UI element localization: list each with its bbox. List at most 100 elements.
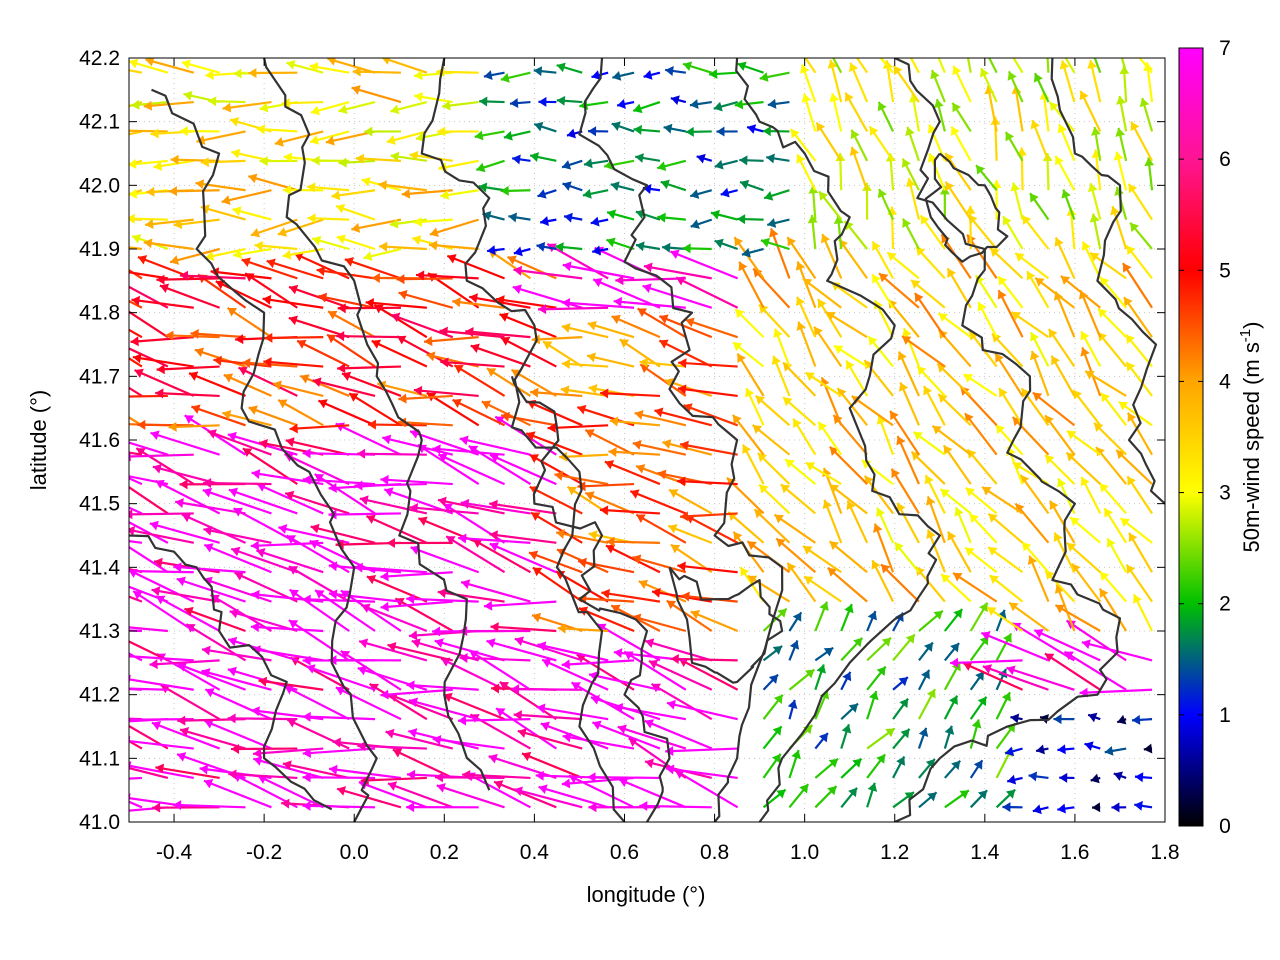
y-tick-label: 41.2 bbox=[79, 684, 120, 707]
wind-vector-head bbox=[665, 764, 675, 775]
wind-vector-shaft bbox=[618, 778, 687, 809]
wind-vector-shaft bbox=[132, 355, 194, 368]
wind-vector-shaft bbox=[489, 533, 557, 544]
wind-vector-head bbox=[710, 209, 720, 220]
wind-vector bbox=[310, 101, 350, 116]
wind-vector-shaft bbox=[635, 513, 687, 544]
wind-vector-head bbox=[643, 262, 653, 273]
wind-vector bbox=[1054, 155, 1076, 191]
wind-vector-head bbox=[537, 641, 547, 652]
wind-vector bbox=[381, 58, 428, 74]
wind-vector bbox=[951, 102, 972, 133]
wind-vector-head bbox=[555, 242, 564, 253]
wind-vector bbox=[299, 374, 350, 397]
wind-vector bbox=[909, 58, 920, 74]
wind-vector bbox=[135, 447, 195, 486]
wind-vector bbox=[828, 540, 868, 574]
wind-vector-head bbox=[414, 92, 424, 102]
wind-vector-head bbox=[902, 328, 912, 338]
wind-vector bbox=[940, 573, 972, 603]
wind-vector bbox=[285, 437, 350, 456]
wind-vector bbox=[977, 301, 998, 338]
wind-vector-head bbox=[250, 540, 260, 551]
wind-vector-head bbox=[1049, 101, 1059, 112]
wind-vector-shaft bbox=[129, 69, 143, 74]
wind-vector-head bbox=[336, 331, 345, 342]
wind-vector-shaft bbox=[437, 590, 505, 603]
wind-vector-head bbox=[227, 666, 237, 677]
wind-vector bbox=[380, 600, 453, 612]
wind-vector-head bbox=[1114, 38, 1124, 47]
wind-vector bbox=[137, 419, 194, 430]
wind-vector-head bbox=[401, 188, 411, 199]
wind-vector-head bbox=[287, 718, 297, 728]
wind-vector-shaft bbox=[980, 631, 1049, 662]
wind-vector bbox=[559, 451, 609, 462]
wind-vector bbox=[348, 392, 402, 427]
wind-vector-shaft bbox=[562, 734, 635, 750]
wind-vector-head bbox=[315, 590, 325, 599]
wind-vector bbox=[1115, 127, 1128, 162]
colorbar-tick-label: 3 bbox=[1219, 482, 1231, 505]
wind-vector-head bbox=[556, 62, 566, 73]
wind-vector-head bbox=[609, 416, 619, 427]
wind-vector bbox=[460, 579, 531, 603]
wind-vector-head bbox=[947, 531, 957, 541]
wind-vector-head bbox=[70, 623, 78, 633]
wind-vector-shaft bbox=[1055, 584, 1076, 632]
wind-vector bbox=[1033, 72, 1050, 103]
wind-vector-head bbox=[491, 683, 500, 694]
wind-vector-head bbox=[637, 308, 648, 317]
wind-vector-head bbox=[759, 484, 769, 494]
wind-vector bbox=[690, 218, 713, 229]
wind-vector-head bbox=[924, 475, 934, 485]
wind-vector bbox=[714, 238, 739, 251]
wind-vector-head bbox=[452, 297, 461, 308]
wind-vector-shaft bbox=[358, 640, 428, 662]
wind-vector-head bbox=[804, 669, 815, 679]
wind-vector bbox=[1087, 59, 1102, 103]
wind-vector-shaft bbox=[179, 728, 246, 750]
wind-vector-head bbox=[1066, 430, 1077, 440]
wind-vector-head bbox=[917, 366, 927, 376]
wind-vector-shaft bbox=[605, 544, 661, 574]
wind-vector-head bbox=[521, 751, 532, 762]
wind-vector-head bbox=[442, 100, 451, 111]
wind-vector bbox=[866, 753, 886, 779]
wind-vector-head bbox=[792, 612, 802, 622]
wind-vector-head bbox=[951, 126, 960, 136]
wind-vector-head bbox=[398, 393, 407, 404]
wind-vector-shaft bbox=[177, 663, 246, 691]
wind-vector bbox=[540, 721, 609, 750]
wind-vector-head bbox=[363, 251, 373, 262]
wind-vector-head bbox=[310, 135, 320, 145]
wind-vector bbox=[155, 388, 220, 399]
wind-vector-head bbox=[951, 760, 961, 771]
wind-vector-shaft bbox=[802, 277, 842, 309]
wind-vector bbox=[288, 284, 350, 309]
wind-vector bbox=[846, 500, 869, 544]
wind-vector-head bbox=[534, 121, 544, 132]
wind-vector bbox=[357, 448, 427, 459]
wind-vector-head bbox=[250, 227, 261, 238]
wind-vector bbox=[173, 218, 220, 230]
wind-vector bbox=[1028, 771, 1049, 782]
wind-vector bbox=[390, 312, 454, 339]
wind-vector bbox=[328, 589, 402, 603]
wind-vector-head bbox=[222, 102, 232, 113]
wind-vector-head bbox=[512, 284, 522, 295]
wind-vector bbox=[256, 548, 324, 574]
wind-vector-head bbox=[328, 310, 338, 320]
wind-vector bbox=[232, 206, 272, 221]
wind-vector bbox=[975, 164, 998, 191]
wind-vector bbox=[250, 218, 298, 238]
wind-vector-head bbox=[802, 278, 813, 288]
wind-vector-shaft bbox=[629, 490, 687, 515]
wind-vector bbox=[788, 611, 803, 632]
wind-vector bbox=[1007, 70, 1024, 103]
wind-vector bbox=[129, 416, 143, 427]
wind-vector bbox=[861, 459, 894, 485]
wind-vector-head bbox=[168, 186, 178, 197]
wind-vector-head bbox=[281, 798, 290, 809]
colorbar-tick-label: 5 bbox=[1219, 259, 1231, 282]
